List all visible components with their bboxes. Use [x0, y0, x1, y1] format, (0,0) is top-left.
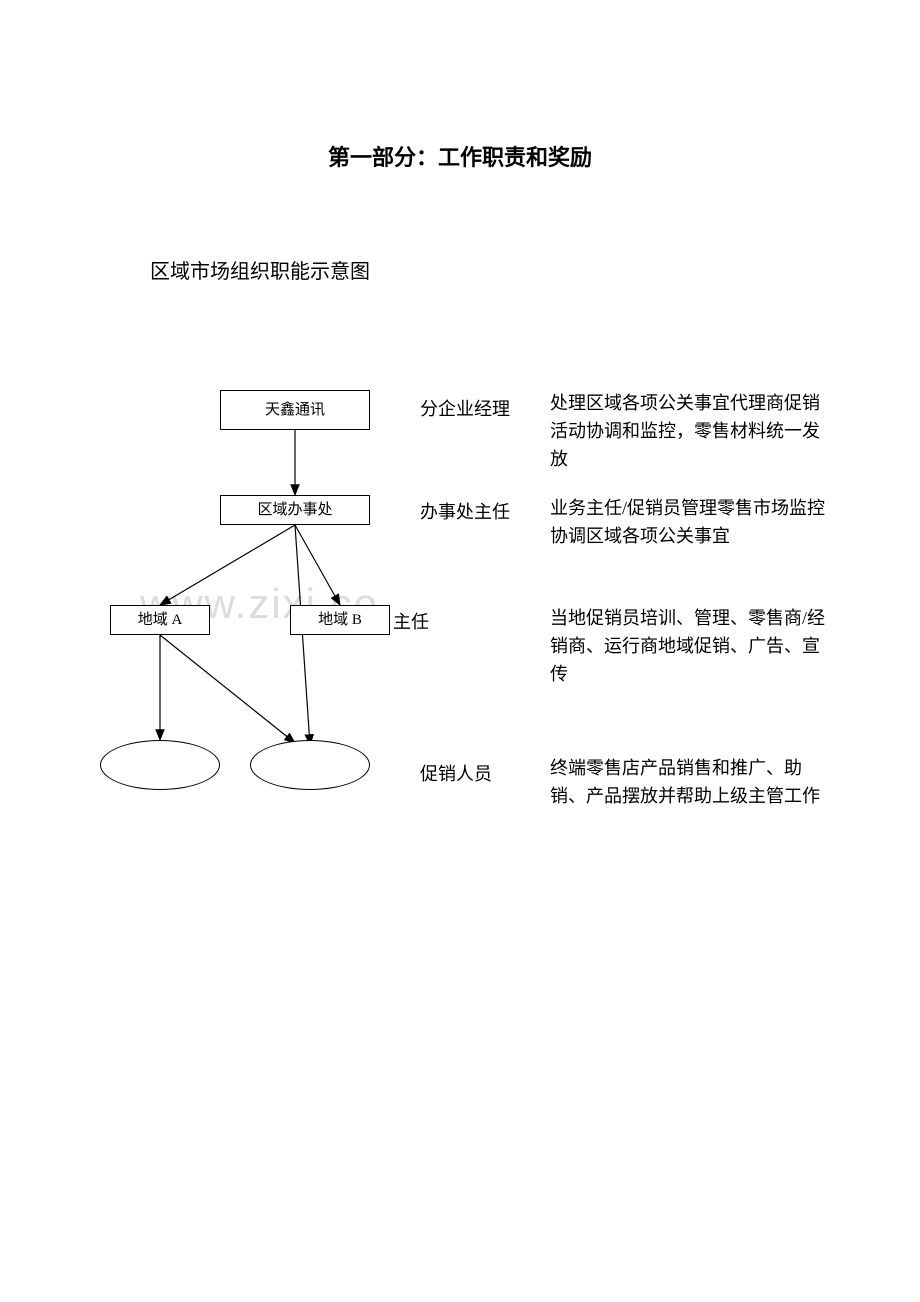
- edge-2: [295, 525, 340, 605]
- description-0: 处理区域各项公关事宜代理商促销活动协调和监控，零售材料统一发放: [550, 390, 830, 474]
- node-n3: 地域 A: [110, 605, 210, 635]
- edge-5: [160, 635, 295, 743]
- role-label-2: 主任: [393, 608, 429, 634]
- description-2: 当地促销员培训、管理、零售商/经销商、运行商地域促销、广告、宣传: [550, 605, 830, 689]
- node-n5: [100, 740, 220, 790]
- description-1: 业务主任/促销员管理零售市场监控 协调区域各项公关事宜: [550, 495, 830, 551]
- edge-3: [295, 525, 310, 745]
- node-n1: 天鑫通讯: [220, 390, 370, 430]
- description-3: 终端零售店产品销售和推广、助销、产品摆放并帮助上级主管工作: [550, 755, 830, 811]
- subtitle: 区域市场组织职能示意图: [150, 255, 370, 284]
- role-label-0: 分企业经理: [420, 395, 510, 421]
- role-label-3: 促销人员: [420, 760, 492, 786]
- node-n2: 区域办事处: [220, 495, 370, 525]
- node-n6: [250, 740, 370, 790]
- org-chart-diagram: 天鑫通讯区域办事处地域 A 地域 B 分企业经理办事处主任主任促销人员 处理区域各…: [100, 390, 860, 870]
- role-label-1: 办事处主任: [420, 498, 510, 524]
- page-title: 第一部分：工作职责和奖励: [0, 140, 920, 172]
- edge-1: [160, 525, 295, 605]
- node-n4: 地域 B: [290, 605, 390, 635]
